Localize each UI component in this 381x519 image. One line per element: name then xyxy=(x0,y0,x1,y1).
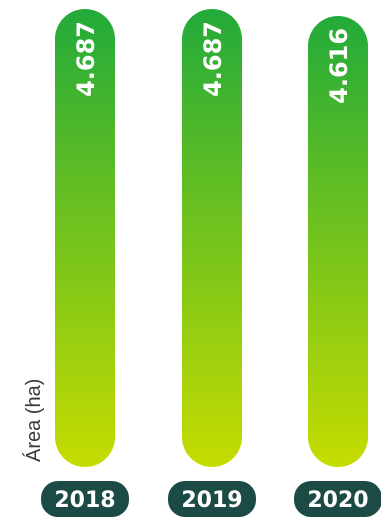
y-axis-label: Área (ha) xyxy=(22,379,45,462)
year-badge-2020 xyxy=(294,481,381,517)
bars-group: 4.687 4.687 4.616 xyxy=(55,9,368,467)
year-label-2020: 2020 xyxy=(307,488,368,513)
value-label-2018: 4.687 xyxy=(72,21,100,97)
year-badges-group: 2018 2019 2020 xyxy=(41,481,381,517)
year-label-2019: 2019 xyxy=(181,488,242,513)
year-badge-2018 xyxy=(41,481,129,517)
year-label-2018: 2018 xyxy=(54,488,115,513)
bar-2018 xyxy=(55,9,115,467)
value-label-2020: 4.616 xyxy=(325,28,353,104)
bar-2019 xyxy=(182,9,242,467)
year-badge-2019 xyxy=(168,481,256,517)
value-label-2019: 4.687 xyxy=(199,21,227,97)
bar-2020 xyxy=(308,15,368,467)
